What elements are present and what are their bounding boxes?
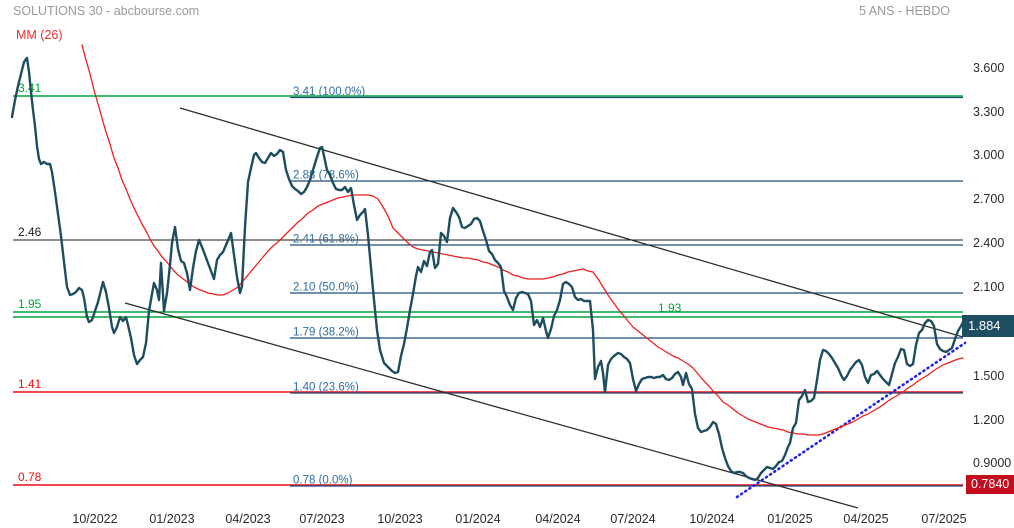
- levels-group: 3.412.461.95 1.931.410.78: [13, 81, 963, 486]
- chart-text-label: 2.100: [973, 280, 1004, 294]
- chart-text-label: 07/2023: [299, 512, 344, 526]
- chart-text-label: 10/2024: [689, 512, 734, 526]
- chart-text-label: 01/2023: [149, 512, 194, 526]
- chart-text-label: 0.9000: [973, 456, 1011, 470]
- chart-text-label: 04/2025: [843, 512, 888, 526]
- trendline-descending-resistance: [179, 107, 964, 338]
- series-group: [10, 44, 965, 482]
- chart-text-label: 3.600: [973, 61, 1004, 75]
- chart-text-label: 07/2024: [610, 512, 655, 526]
- moving-average-label: MM (26): [16, 28, 63, 42]
- chart-text-label: 1.41: [18, 377, 42, 391]
- chart-text-label: 2.41 (61.8%): [293, 234, 359, 246]
- trendline-ascending-support: [735, 341, 967, 499]
- chart-text-label: 1.200: [973, 413, 1004, 427]
- chart-text-label: 10/2023: [377, 512, 422, 526]
- chart-text-label: 0.78 (0.0%): [293, 475, 353, 487]
- chart-text-label: 3.41 (100.0%): [293, 86, 365, 98]
- chart-text-label: 01/2025: [767, 512, 812, 526]
- chart-text-label: 04/2023: [225, 512, 270, 526]
- chart-text-label: 01/2024: [455, 512, 500, 526]
- timeframe-label: 5 ANS - HEBDO: [859, 4, 950, 18]
- trendline-descending-support: [124, 302, 859, 509]
- chart-text-label: 10/2022: [72, 512, 117, 526]
- chart-text-label: 1.79 (38.2%): [293, 327, 359, 339]
- chart-text-label: 1.93: [658, 301, 682, 315]
- chart-text-label: 1.95: [18, 297, 42, 311]
- chart-text-label: 04/2024: [535, 512, 580, 526]
- price-line: [10, 56, 965, 482]
- chart-text-label: 1.500: [973, 369, 1004, 383]
- last-price-badge: 1.884: [962, 315, 1014, 337]
- y-axis-ticks: 3.6003.3003.0002.7002.4002.1001.8001.500…: [973, 61, 1011, 470]
- chart-text-label: 2.88 (78.6%): [293, 170, 359, 182]
- chart-text-label: 3.000: [973, 148, 1004, 162]
- moving-average-line: [81, 44, 964, 436]
- chart-text-label: 2.700: [973, 192, 1004, 206]
- chart-text-label: 2.46: [18, 225, 42, 239]
- chart-text-label: 2.10 (50.0%): [293, 282, 359, 294]
- chart-text-label: 1.40 (23.6%): [293, 382, 359, 394]
- fib-base-level-badge: 0.7840: [966, 475, 1014, 494]
- chart-text-label: 2.400: [973, 236, 1004, 250]
- chart-text-label: 3.300: [973, 105, 1004, 119]
- chart-title: SOLUTIONS 30 - abcbourse.com: [13, 4, 200, 18]
- chart-text-label: 07/2025: [921, 512, 966, 526]
- fibonacci-group: 3.41 (100.0%) 2.88 (78.6%) 2.41 (61.8%) 2.1…: [290, 86, 963, 487]
- trendlines-group: [124, 107, 967, 509]
- chart-text-label: 0.78: [18, 470, 42, 484]
- x-axis-ticks: 10/2022 01/2023 04/2023 07/2023 10/2023 01/20…: [72, 512, 966, 526]
